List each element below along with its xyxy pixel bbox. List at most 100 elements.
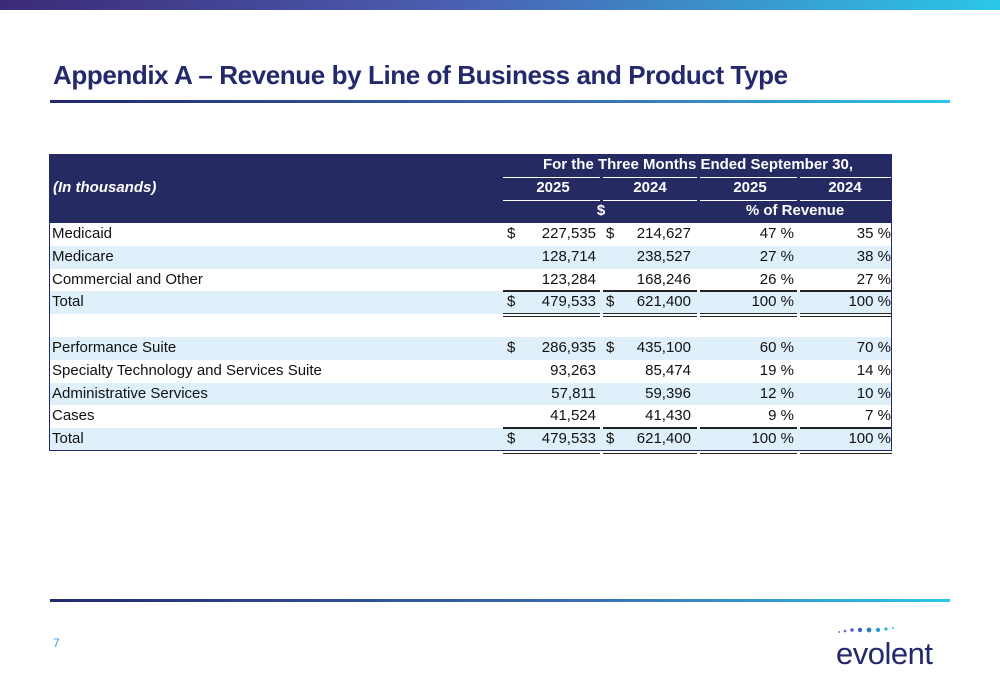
subtotal-rule [800,290,892,292]
table-row [50,405,892,429]
row-label: Medicare [52,247,114,265]
row-label: Medicaid [52,225,113,242]
footer-rule [50,599,950,602]
subtotal-rule [603,427,697,429]
logo: evolent [836,636,933,671]
top-bar [0,0,1000,10]
cell-p2024: 70 % [856,339,891,356]
subtotal-rule [700,427,797,429]
cell-v2024: 41,430 [645,407,691,425]
cell-p2024: 100 % [848,430,891,448]
table-row [50,359,892,383]
table-row [50,268,892,292]
table-header [50,155,892,223]
cell-p2025: 27 % [759,247,794,265]
row-label: Administrative Services [52,384,208,402]
dollar-header: $ [596,202,606,219]
cell-p2025: 12 % [759,384,794,402]
header-rule [503,200,600,201]
cell-dollar-2025: $ [507,339,516,356]
cell-p2025: 100 % [751,293,794,311]
cell-dollar-2025: $ [507,430,516,448]
row-label: Specialty Technology and Services Suite [52,361,322,379]
header-rule [603,200,697,201]
cell-p2025: 19 % [759,361,794,379]
units-label: (In thousands) [53,179,157,196]
header-rule [800,177,892,178]
subtotal-rule [800,427,892,429]
period-header: For the Three Months Ended September 30, [542,156,854,173]
total-rule [700,291,797,293]
cell-p2024: 14 % [856,361,891,379]
subtotal-rule [603,290,697,292]
cell-v2025: 128,714 [541,247,596,265]
cell-v2025: 227,535 [541,225,596,242]
total-double-rule [800,313,892,318]
cell-dollar-2024: $ [606,225,615,242]
header-rule [700,177,797,178]
total-rule [800,428,892,430]
table-row [50,337,892,360]
slide-title: Appendix A – Revenue by Line of Business… [53,60,788,90]
cell-p2025: 100 % [751,430,794,448]
cell-p2025: 47 % [759,225,794,242]
total-rule [603,428,697,430]
cell-dollar-2024: $ [606,339,615,356]
cell-v2024: 168,246 [636,270,691,288]
cell-dollar-2025: $ [507,225,516,242]
total-double-rule [503,313,600,318]
year-header: 2025 [536,179,570,196]
cell-v2024: 621,400 [636,430,691,448]
row-label: Total [52,293,84,311]
table-row [50,382,892,406]
cell-v2025: 57,811 [551,384,596,402]
subtotal-rule [700,290,797,292]
table-row [50,291,892,315]
year-header: 2025 [733,179,767,196]
year-header: 2024 [828,179,862,196]
cell-p2025: 9 % [768,407,794,425]
cell-p2024: 100 % [848,293,891,311]
year-header: 2024 [633,179,667,196]
header-rule [700,200,797,201]
total-rule [700,428,797,430]
total-rule [503,291,600,293]
percent-header: % of Revenue [745,202,845,219]
cell-v2024: 238,527 [636,247,691,265]
cell-v2024: 435,100 [636,339,691,356]
cell-p2025: 60 % [759,339,794,356]
total-rule [503,428,600,430]
cell-v2025: 479,533 [541,430,596,448]
cell-v2025: 41,524 [550,407,596,425]
row-label: Performance Suite [52,339,177,356]
header-rule [603,177,697,178]
cell-v2024: 85,474 [645,361,691,379]
cell-v2025: 479,533 [541,293,596,311]
table-row [50,428,892,452]
logo-dots [838,627,894,633]
header-rule [800,200,892,201]
subtotal-rule [503,427,600,429]
cell-dollar-2025: $ [507,293,516,311]
cell-v2024: 59,396 [645,384,691,402]
table-border [49,154,892,451]
cell-p2024: 7 % [865,407,891,425]
row-label: Commercial and Other [52,270,203,288]
cell-dollar-2024: $ [606,430,615,448]
cell-p2024: 10 % [856,384,891,402]
cell-v2025: 286,935 [541,339,596,356]
page-number: 7 [53,636,60,650]
row-label: Cases [52,407,95,425]
header-rule [503,177,600,178]
cell-p2024: 38 % [856,247,891,265]
cell-v2024: 214,627 [636,225,691,242]
table-row [50,245,892,269]
row-label: Total [52,430,84,448]
cell-v2024: 621,400 [636,293,691,311]
cell-p2024: 35 % [856,225,891,242]
table-row [50,223,892,246]
cell-dollar-2024: $ [606,293,615,311]
total-rule [800,291,892,293]
cell-v2025: 93,263 [550,361,596,379]
